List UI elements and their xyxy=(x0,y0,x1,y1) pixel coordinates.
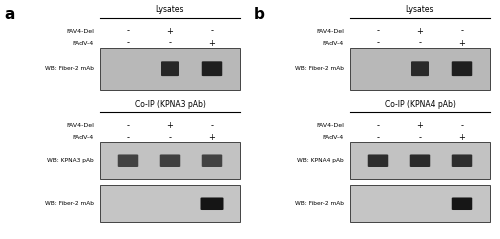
Text: -: - xyxy=(418,133,422,142)
Text: WB: Fiber-2 mAb: WB: Fiber-2 mAb xyxy=(295,201,344,206)
FancyBboxPatch shape xyxy=(410,154,430,167)
Text: -: - xyxy=(460,121,464,130)
Text: +: + xyxy=(208,133,216,142)
Bar xyxy=(350,185,490,222)
Text: -: - xyxy=(460,27,464,36)
Bar xyxy=(100,48,240,90)
Text: -: - xyxy=(126,27,130,36)
Text: -: - xyxy=(418,38,422,48)
Text: -: - xyxy=(210,121,214,130)
Text: +: + xyxy=(208,38,216,48)
Text: Co-IP (KPNA3 pAb): Co-IP (KPNA3 pAb) xyxy=(134,100,206,109)
FancyBboxPatch shape xyxy=(452,61,472,76)
FancyBboxPatch shape xyxy=(200,197,224,210)
Text: -: - xyxy=(168,133,172,142)
Text: FAdV-4: FAdV-4 xyxy=(323,41,344,45)
FancyBboxPatch shape xyxy=(411,61,429,76)
Text: WB: Fiber-2 mAb: WB: Fiber-2 mAb xyxy=(45,201,94,206)
FancyBboxPatch shape xyxy=(118,154,138,167)
Bar xyxy=(350,48,490,90)
Text: Lysates: Lysates xyxy=(156,5,184,14)
FancyBboxPatch shape xyxy=(202,154,222,167)
Text: FAV4-Del: FAV4-Del xyxy=(66,123,94,128)
Text: -: - xyxy=(376,133,380,142)
Text: WB: KPNA3 pAb: WB: KPNA3 pAb xyxy=(47,158,94,163)
Text: -: - xyxy=(376,27,380,36)
Text: -: - xyxy=(126,133,130,142)
Text: -: - xyxy=(126,121,130,130)
Text: FAdV-4: FAdV-4 xyxy=(323,135,344,140)
FancyBboxPatch shape xyxy=(452,197,472,210)
Text: +: + xyxy=(416,27,424,36)
Text: Co-IP (KPNA4 pAb): Co-IP (KPNA4 pAb) xyxy=(384,100,456,109)
FancyBboxPatch shape xyxy=(160,154,180,167)
Text: +: + xyxy=(458,133,466,142)
Bar xyxy=(350,142,490,179)
Text: -: - xyxy=(376,38,380,48)
Text: WB: KPNA4 pAb: WB: KPNA4 pAb xyxy=(297,158,344,163)
FancyBboxPatch shape xyxy=(202,61,222,76)
Text: FAdV-4: FAdV-4 xyxy=(73,41,94,45)
Text: -: - xyxy=(376,121,380,130)
Text: WB: Fiber-2 mAb: WB: Fiber-2 mAb xyxy=(45,66,94,71)
Text: +: + xyxy=(416,121,424,130)
Text: WB: Fiber-2 mAb: WB: Fiber-2 mAb xyxy=(295,66,344,71)
Text: +: + xyxy=(166,121,173,130)
Text: Lysates: Lysates xyxy=(406,5,434,14)
Bar xyxy=(100,142,240,179)
FancyBboxPatch shape xyxy=(368,154,388,167)
Text: -: - xyxy=(168,38,172,48)
FancyBboxPatch shape xyxy=(452,154,472,167)
Text: a: a xyxy=(4,7,14,22)
Text: +: + xyxy=(166,27,173,36)
FancyBboxPatch shape xyxy=(161,61,179,76)
Text: +: + xyxy=(458,38,466,48)
Text: -: - xyxy=(126,38,130,48)
Text: FAV4-Del: FAV4-Del xyxy=(316,29,344,33)
Bar xyxy=(100,185,240,222)
Text: -: - xyxy=(210,27,214,36)
Text: FAdV-4: FAdV-4 xyxy=(73,135,94,140)
Text: b: b xyxy=(254,7,265,22)
Text: FAV4-Del: FAV4-Del xyxy=(66,29,94,33)
Text: FAV4-Del: FAV4-Del xyxy=(316,123,344,128)
